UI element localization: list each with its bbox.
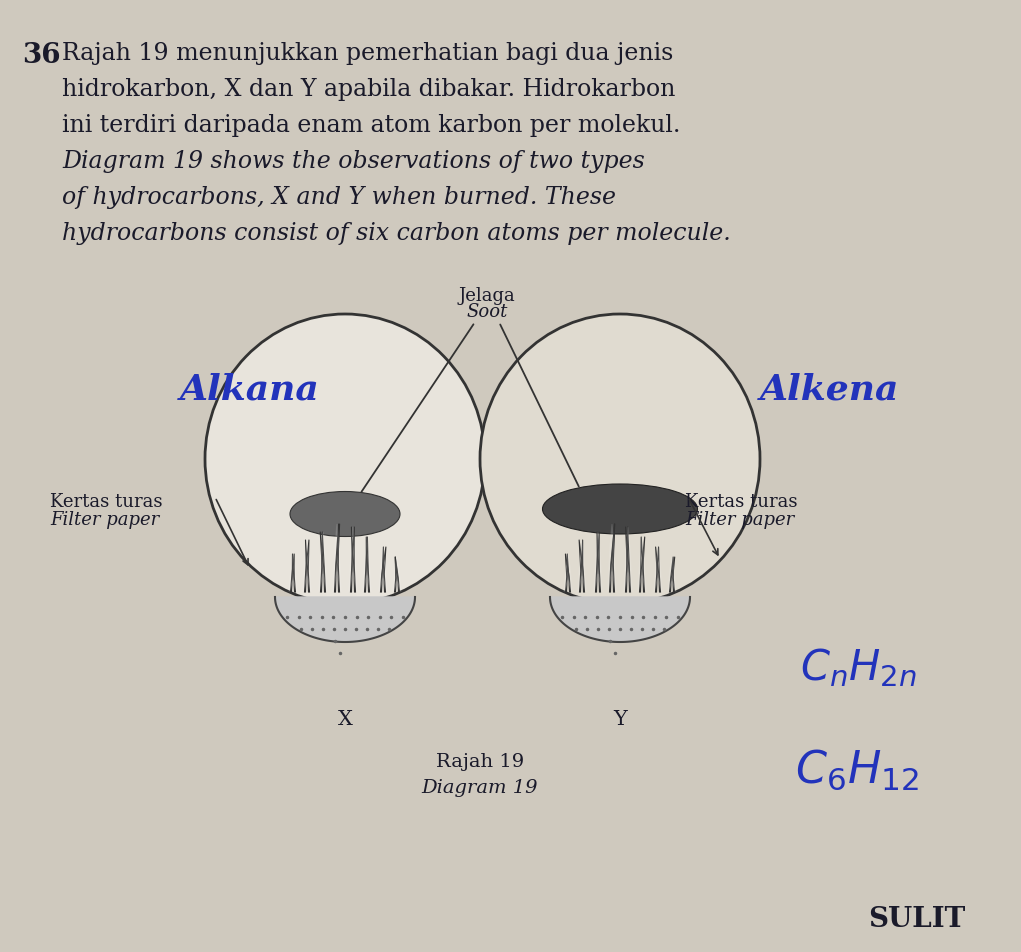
Polygon shape <box>668 558 676 592</box>
Ellipse shape <box>480 315 760 605</box>
Ellipse shape <box>290 492 400 537</box>
Polygon shape <box>594 532 602 592</box>
Text: Diagram 19 shows the observations of two types: Diagram 19 shows the observations of two… <box>62 149 644 173</box>
Text: Filter paper: Filter paper <box>50 510 159 528</box>
Text: X: X <box>338 710 352 728</box>
Polygon shape <box>638 538 646 592</box>
Ellipse shape <box>542 485 697 534</box>
Text: Y: Y <box>614 710 627 728</box>
Polygon shape <box>333 525 341 592</box>
Text: $\mathit{C_6H_{12}}$: $\mathit{C_6H_{12}}$ <box>795 747 919 791</box>
Polygon shape <box>349 527 357 592</box>
Polygon shape <box>393 558 401 592</box>
Text: Alkena: Alkena <box>761 372 900 407</box>
Text: Kertas turas: Kertas turas <box>50 492 162 510</box>
Text: $\mathit{C_nH_{2n}}$: $\mathit{C_nH_{2n}}$ <box>800 645 917 688</box>
Polygon shape <box>275 597 415 643</box>
Text: Soot: Soot <box>467 303 507 321</box>
Text: Rajah 19 menunjukkan pemerhatian bagi dua jenis: Rajah 19 menunjukkan pemerhatian bagi du… <box>62 42 674 65</box>
Text: Filter paper: Filter paper <box>685 510 794 528</box>
Polygon shape <box>363 538 371 592</box>
Polygon shape <box>624 527 632 592</box>
Text: Alkana: Alkana <box>180 372 320 407</box>
Polygon shape <box>379 547 387 592</box>
Text: Kertas turas: Kertas turas <box>685 492 797 510</box>
Text: hydrocarbons consist of six carbon atoms per molecule.: hydrocarbons consist of six carbon atoms… <box>62 222 731 245</box>
Polygon shape <box>564 554 572 592</box>
Text: 36: 36 <box>22 42 60 69</box>
Polygon shape <box>654 547 662 592</box>
Text: hidrokarbon, X dan Y apabila dibakar. Hidrokarbon: hidrokarbon, X dan Y apabila dibakar. Hi… <box>62 78 675 101</box>
Text: ini terdiri daripada enam atom karbon per molekul.: ini terdiri daripada enam atom karbon pe… <box>62 114 681 137</box>
Text: SULIT: SULIT <box>868 905 965 933</box>
Text: of hydrocarbons, X and Y when burned. These: of hydrocarbons, X and Y when burned. Th… <box>62 186 616 208</box>
Polygon shape <box>578 541 586 592</box>
Text: Jelaga: Jelaga <box>458 287 516 305</box>
Polygon shape <box>550 597 690 643</box>
Text: Rajah 19: Rajah 19 <box>436 752 524 770</box>
Text: Diagram 19: Diagram 19 <box>422 778 538 796</box>
Polygon shape <box>319 532 327 592</box>
Polygon shape <box>607 525 616 592</box>
Polygon shape <box>289 554 297 592</box>
Polygon shape <box>303 541 311 592</box>
Ellipse shape <box>205 315 485 605</box>
